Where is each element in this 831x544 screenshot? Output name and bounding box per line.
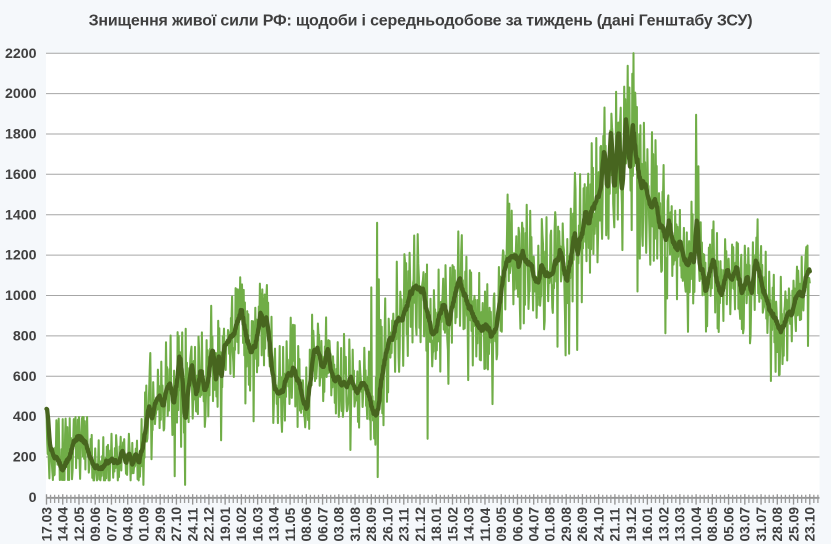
svg-text:1800: 1800 xyxy=(5,127,37,143)
svg-text:24.11: 24.11 xyxy=(186,507,201,541)
svg-text:16.02: 16.02 xyxy=(234,507,249,542)
svg-text:200: 200 xyxy=(13,450,37,466)
svg-text:16.03: 16.03 xyxy=(250,507,265,542)
svg-text:23.10: 23.10 xyxy=(803,507,818,542)
svg-text:1000: 1000 xyxy=(5,288,37,304)
svg-text:28.08: 28.08 xyxy=(770,507,785,542)
svg-text:18.01: 18.01 xyxy=(429,507,444,542)
svg-text:21.11: 21.11 xyxy=(608,507,623,541)
svg-text:13.04: 13.04 xyxy=(267,507,282,542)
svg-text:27.10: 27.10 xyxy=(169,507,184,542)
svg-text:07.07: 07.07 xyxy=(104,507,119,542)
svg-text:2200: 2200 xyxy=(5,46,37,62)
svg-text:25.09: 25.09 xyxy=(786,507,801,542)
svg-text:09.06: 09.06 xyxy=(88,507,103,542)
svg-text:400: 400 xyxy=(13,409,37,425)
svg-text:03.08: 03.08 xyxy=(332,507,347,542)
svg-text:08.05: 08.05 xyxy=(705,507,720,542)
svg-text:26.10: 26.10 xyxy=(380,507,395,542)
svg-text:04.07: 04.07 xyxy=(527,507,542,542)
svg-text:1400: 1400 xyxy=(5,207,37,223)
svg-text:11.05: 11.05 xyxy=(283,507,298,541)
svg-text:14.04: 14.04 xyxy=(56,507,71,542)
svg-text:04.08: 04.08 xyxy=(121,507,136,542)
svg-text:09.05: 09.05 xyxy=(494,507,509,542)
svg-text:14.03: 14.03 xyxy=(462,507,477,542)
svg-text:600: 600 xyxy=(13,369,37,385)
svg-text:06.07: 06.07 xyxy=(315,507,330,542)
svg-text:19.12: 19.12 xyxy=(624,507,639,542)
svg-text:01.08: 01.08 xyxy=(543,507,558,542)
svg-text:29.09: 29.09 xyxy=(153,507,168,542)
svg-text:0: 0 xyxy=(29,490,37,506)
svg-text:19.01: 19.01 xyxy=(218,507,233,542)
svg-text:Знищення живої сили РФ: щодоби: Знищення живої сили РФ: щодоби і середнь… xyxy=(89,13,753,30)
svg-text:26.09: 26.09 xyxy=(575,507,590,542)
svg-text:23.11: 23.11 xyxy=(397,507,412,541)
svg-text:13.02: 13.02 xyxy=(656,507,671,542)
svg-text:16.01: 16.01 xyxy=(640,507,655,542)
svg-text:1600: 1600 xyxy=(5,167,37,183)
svg-text:2000: 2000 xyxy=(5,86,37,102)
svg-text:21.12: 21.12 xyxy=(413,507,428,542)
svg-text:1200: 1200 xyxy=(5,248,37,264)
svg-text:22.12: 22.12 xyxy=(202,507,217,542)
svg-text:17.03: 17.03 xyxy=(39,507,54,542)
svg-text:29.08: 29.08 xyxy=(559,507,574,542)
svg-text:12.05: 12.05 xyxy=(72,507,87,542)
svg-text:24.10: 24.10 xyxy=(592,507,607,542)
svg-text:03.07: 03.07 xyxy=(738,507,753,542)
svg-text:05.06: 05.06 xyxy=(721,507,736,542)
svg-text:01.09: 01.09 xyxy=(137,507,152,542)
svg-text:15.02: 15.02 xyxy=(445,507,460,542)
svg-text:28.09: 28.09 xyxy=(364,507,379,542)
svg-text:31.08: 31.08 xyxy=(348,507,363,542)
svg-text:11.04: 11.04 xyxy=(478,507,493,541)
svg-text:10.04: 10.04 xyxy=(689,507,704,542)
svg-text:31.07: 31.07 xyxy=(754,507,769,542)
svg-text:13.03: 13.03 xyxy=(673,507,688,542)
svg-text:800: 800 xyxy=(13,329,37,345)
svg-text:08.06: 08.06 xyxy=(299,507,314,542)
svg-text:06.06: 06.06 xyxy=(510,507,525,542)
